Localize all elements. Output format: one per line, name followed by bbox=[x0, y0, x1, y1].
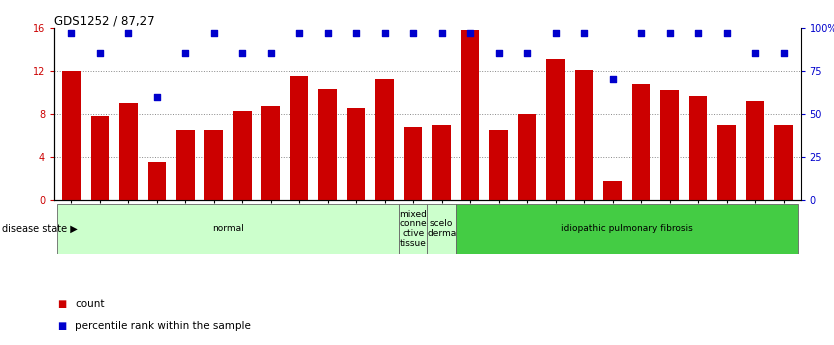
Bar bbox=[432, 125, 451, 200]
Bar bbox=[233, 111, 252, 200]
Bar bbox=[176, 130, 194, 200]
Point bbox=[406, 30, 420, 36]
Bar bbox=[461, 30, 480, 200]
Point bbox=[150, 94, 163, 99]
Bar bbox=[404, 127, 423, 200]
Text: percentile rank within the sample: percentile rank within the sample bbox=[75, 321, 251, 331]
Bar bbox=[575, 70, 593, 200]
Point bbox=[606, 77, 620, 82]
Text: ■: ■ bbox=[57, 299, 66, 308]
Text: idiopathic pulmonary fibrosis: idiopathic pulmonary fibrosis bbox=[561, 224, 693, 233]
Point bbox=[93, 51, 107, 56]
Text: GDS1252 / 87,27: GDS1252 / 87,27 bbox=[54, 14, 155, 28]
Text: scelo
derma: scelo derma bbox=[427, 219, 456, 238]
Point bbox=[207, 30, 220, 36]
Point bbox=[492, 51, 505, 56]
Point bbox=[321, 30, 334, 36]
Bar bbox=[661, 90, 679, 200]
Bar bbox=[774, 125, 793, 200]
Point bbox=[464, 30, 477, 36]
Bar bbox=[518, 114, 536, 200]
Point bbox=[349, 30, 363, 36]
Bar bbox=[717, 125, 736, 200]
Point bbox=[520, 51, 534, 56]
Point bbox=[748, 51, 761, 56]
Text: normal: normal bbox=[212, 224, 244, 233]
Point bbox=[293, 30, 306, 36]
Text: mixed
conne
ctive
tissue: mixed conne ctive tissue bbox=[399, 209, 427, 248]
Text: ■: ■ bbox=[57, 321, 66, 331]
Bar bbox=[57, 204, 399, 254]
Point bbox=[691, 30, 705, 36]
Bar bbox=[319, 89, 337, 200]
Bar bbox=[262, 106, 280, 200]
Bar bbox=[91, 116, 109, 200]
Bar bbox=[399, 204, 427, 254]
Point bbox=[378, 30, 391, 36]
Point bbox=[178, 51, 192, 56]
Point bbox=[635, 30, 648, 36]
Point bbox=[64, 30, 78, 36]
Bar bbox=[290, 76, 309, 200]
Bar bbox=[427, 204, 456, 254]
Point bbox=[435, 30, 449, 36]
Point bbox=[720, 30, 733, 36]
Point bbox=[577, 30, 590, 36]
Point bbox=[663, 30, 676, 36]
Bar bbox=[746, 101, 764, 200]
Bar bbox=[375, 79, 394, 200]
Text: disease state ▶: disease state ▶ bbox=[2, 224, 78, 234]
Point bbox=[235, 51, 249, 56]
Text: count: count bbox=[75, 299, 104, 308]
Bar bbox=[490, 130, 508, 200]
Bar bbox=[347, 108, 365, 200]
Bar bbox=[603, 181, 622, 200]
Bar bbox=[546, 59, 565, 200]
Point bbox=[549, 30, 562, 36]
Point bbox=[777, 51, 791, 56]
Bar bbox=[632, 84, 651, 200]
Bar bbox=[148, 162, 166, 200]
Bar bbox=[204, 130, 223, 200]
Point bbox=[264, 51, 278, 56]
Bar bbox=[689, 96, 707, 200]
Bar bbox=[62, 71, 81, 200]
Point bbox=[122, 30, 135, 36]
Bar bbox=[456, 204, 798, 254]
Bar bbox=[119, 103, 138, 200]
